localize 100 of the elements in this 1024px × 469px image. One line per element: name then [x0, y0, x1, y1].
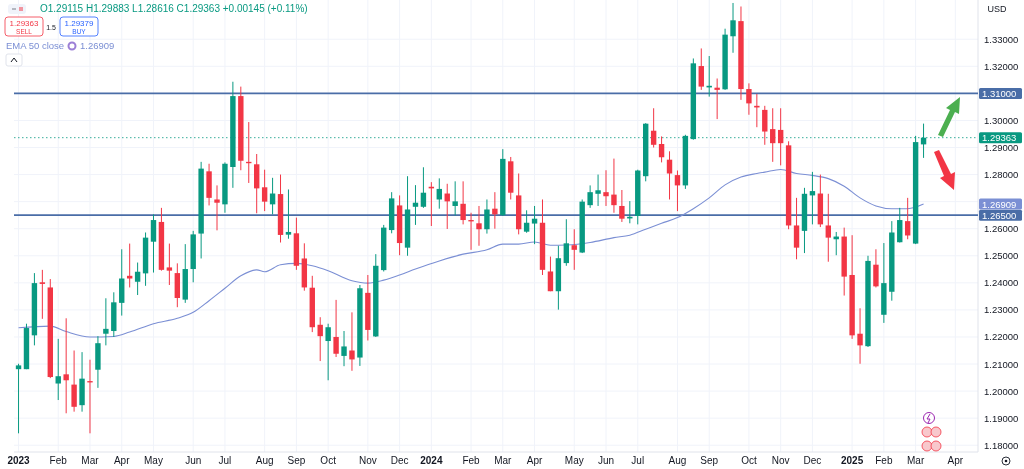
- candlestick: [39, 269, 46, 320]
- y-tick-label: 1.24000: [984, 277, 1019, 289]
- x-tick-label: Mar: [494, 455, 513, 466]
- y-tick-label: 1.33000: [984, 33, 1019, 45]
- x-tick-label: Dec: [390, 455, 409, 466]
- text: EMA 50 close: [6, 40, 65, 51]
- candlestick: [55, 338, 61, 401]
- candlestick: [15, 363, 22, 434]
- candlestick: [793, 197, 800, 260]
- x-tick-label: 2024: [420, 455, 443, 466]
- annotation: O1.29115 H1.29883 L1.28616 C1.29363 +0.00145 (+0.11%): [40, 3, 308, 14]
- y-tick-label: 1.20000: [984, 385, 1019, 397]
- x-tick-label: Jul: [218, 455, 232, 466]
- x-tick-label: May: [564, 455, 584, 466]
- candlestick: [325, 323, 331, 381]
- x-tick-label: Sep: [700, 455, 719, 466]
- x-tick-label: Feb: [462, 455, 481, 466]
- candlestick: [150, 213, 157, 274]
- x-tick-label: Aug: [668, 455, 687, 466]
- x-tick-label: Oct: [320, 455, 337, 466]
- x-tick-label: Mar: [907, 455, 925, 466]
- x-tick-label: Aug: [255, 455, 274, 466]
- x-tick-label: Apr: [113, 455, 131, 466]
- y-tick-label: 1.28000: [984, 169, 1019, 181]
- text: USD: [987, 4, 1007, 14]
- x-tick-label: Apr: [526, 455, 544, 466]
- x-tick-label: Dec: [803, 455, 822, 466]
- candlestick: [547, 256, 554, 292]
- candlestick: [166, 243, 173, 286]
- candlestick: [317, 316, 323, 362]
- y-tick-label: 1.19000: [984, 412, 1019, 424]
- candlestick: [611, 158, 617, 214]
- annotation: 1.29363: [9, 19, 40, 28]
- candlestick: [571, 228, 577, 271]
- candlestick: [420, 166, 427, 209]
- y-tick-label: 1.30000: [984, 114, 1019, 126]
- candlestick: [452, 180, 458, 216]
- candlestick: [714, 77, 720, 120]
- line-series: [17, 168, 925, 338]
- candlestick: [770, 107, 776, 163]
- candlestick: [126, 243, 133, 288]
- candlestick: [214, 184, 220, 231]
- candlestick: [658, 135, 665, 163]
- y-tick-label: 1.23000: [984, 304, 1019, 316]
- candlestick: [285, 188, 292, 240]
- text: 1.26909: [982, 198, 1017, 210]
- candlestick: [825, 193, 831, 263]
- candlestick: [71, 350, 77, 413]
- candlestick: [698, 47, 704, 91]
- y-tick-label: 1.21000: [984, 358, 1019, 370]
- candlestick: [904, 197, 911, 240]
- candlestick: [341, 330, 347, 367]
- candlestick: [619, 189, 625, 223]
- candlestick: [492, 191, 498, 230]
- ref-line-label: 1.29363: [982, 132, 1017, 144]
- y-tick-label: 1.25000: [984, 250, 1019, 262]
- candlestick: [873, 248, 879, 288]
- candlestick: [587, 184, 593, 209]
- candlestick: [857, 307, 863, 365]
- candlestick: [523, 209, 530, 234]
- candlestick: [762, 105, 768, 146]
- y-tick-label: 1.22000: [984, 331, 1019, 343]
- y-tick-label: 1.26000: [984, 223, 1019, 235]
- candlestick: [897, 207, 903, 244]
- candlestick: [63, 317, 69, 414]
- x-tick-label: Nov: [358, 455, 377, 466]
- candlestick: [349, 311, 355, 372]
- x-tick-label: 2025: [840, 455, 864, 466]
- annotation: 1.26909: [80, 40, 115, 51]
- candlestick: [333, 299, 339, 358]
- x-tick-label: Feb: [49, 455, 68, 466]
- y-tick-label: 1.32000: [984, 60, 1019, 72]
- x-tick-label: Sep: [287, 455, 306, 466]
- candlestick: [460, 180, 466, 225]
- candlestick: [730, 2, 736, 54]
- annotation: 1.29379: [64, 19, 95, 28]
- candlestick: [412, 184, 419, 226]
- y-tick-label: 1.29000: [984, 142, 1019, 154]
- x-tick-label: Apr: [947, 455, 964, 466]
- ref-line-label: 1.26500: [982, 209, 1017, 221]
- candlestick: [484, 198, 490, 235]
- x-tick-label: Nov: [771, 455, 790, 466]
- x-tick-label: Jun: [597, 455, 615, 466]
- candlestick: [650, 107, 657, 149]
- candlestick: [531, 205, 538, 245]
- candlestick: [563, 218, 570, 267]
- x-tick-label: Oct: [741, 455, 757, 466]
- candlestick: [746, 82, 752, 116]
- candlestick: [134, 262, 141, 296]
- ref-line-label: 1.31000: [982, 87, 1017, 99]
- candlestick: [476, 205, 482, 247]
- candlestick: [603, 169, 609, 207]
- x-tick-label: 2023: [7, 455, 31, 466]
- y-tick-label: 1.18000: [984, 439, 1019, 451]
- x-tick-label: Feb: [875, 455, 893, 466]
- x-tick-label: Jul: [631, 455, 645, 466]
- candlestick: [777, 107, 784, 166]
- x-tick-label: May: [144, 455, 163, 466]
- candlestick: [595, 174, 601, 207]
- candlestick: [261, 169, 268, 212]
